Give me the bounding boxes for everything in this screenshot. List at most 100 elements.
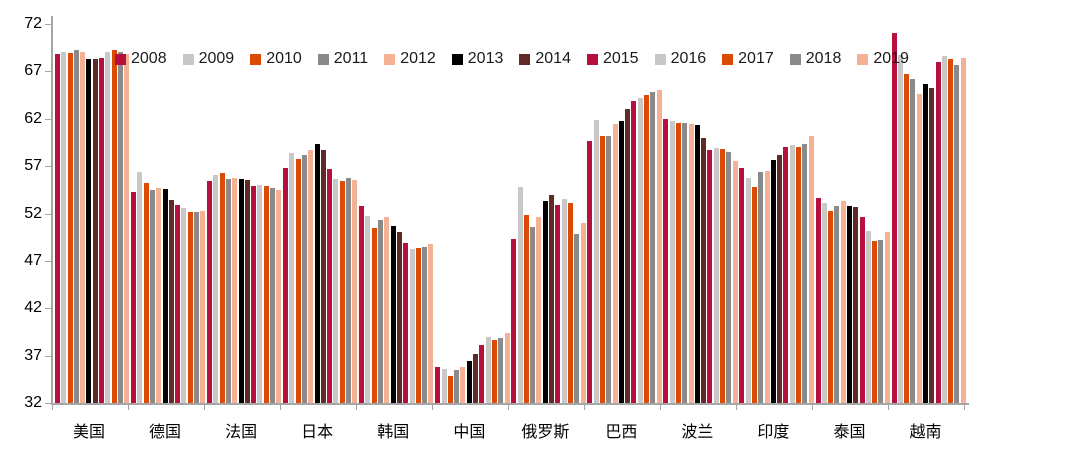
bar	[701, 137, 707, 403]
legend-swatch	[519, 53, 531, 65]
bar-group-9	[739, 135, 814, 403]
legend-label: 2010	[266, 50, 302, 67]
legend-item: 2014	[519, 50, 571, 68]
bar	[441, 368, 447, 403]
x-category-label: 日本	[301, 424, 334, 441]
bar	[137, 171, 143, 403]
bar	[631, 100, 637, 403]
bar	[314, 144, 320, 403]
x-axis-line	[51, 403, 969, 405]
legend-item: 2015	[586, 50, 639, 68]
bar	[789, 145, 795, 403]
legend: 2008 2009 2010 2011 2012 2013 2014 2015 2016 2017…	[115, 50, 909, 68]
bar	[720, 149, 726, 403]
bar	[865, 230, 871, 403]
bar	[359, 205, 365, 403]
legend-swatch	[586, 53, 598, 65]
y-tick-label: 67	[24, 62, 42, 79]
x-category-label: 美国	[73, 424, 106, 441]
bar	[555, 205, 561, 403]
bar	[511, 239, 517, 403]
legend-label: 2014	[535, 50, 571, 67]
legend-item: 2016	[654, 50, 706, 68]
legend-swatch	[250, 53, 262, 65]
bar	[523, 215, 529, 403]
bar	[530, 226, 536, 403]
bar	[295, 158, 301, 403]
legend-item: 2018	[789, 50, 841, 68]
bar	[859, 217, 865, 403]
legend-label: 2008	[131, 50, 167, 67]
bar	[587, 140, 593, 403]
bar	[872, 241, 878, 403]
bar	[637, 97, 643, 403]
bar	[536, 217, 542, 403]
y-tick-mark	[45, 214, 51, 215]
bar	[244, 180, 250, 403]
bar	[207, 181, 213, 403]
bar	[682, 122, 688, 403]
bar	[694, 125, 700, 403]
bar	[371, 227, 377, 403]
bar	[447, 375, 453, 403]
bar	[954, 64, 960, 403]
bar	[707, 150, 713, 403]
bar	[67, 53, 73, 403]
x-tick-mark	[964, 405, 966, 410]
bar	[428, 243, 434, 403]
bar	[55, 54, 60, 403]
x-tick-mark	[888, 405, 889, 410]
bar	[758, 171, 764, 403]
legend-item: 2009	[182, 50, 235, 68]
bar	[922, 83, 928, 403]
bar	[713, 148, 719, 403]
y-tick-label: 57	[24, 157, 42, 174]
bar-group-6	[511, 187, 586, 403]
bar	[270, 187, 276, 403]
bar	[853, 206, 859, 403]
bar	[663, 118, 669, 403]
x-tick-mark	[279, 405, 281, 410]
bar	[764, 170, 770, 403]
bar	[929, 88, 935, 403]
bar	[815, 198, 821, 403]
bar	[504, 332, 510, 403]
legend-item: 2017	[722, 50, 774, 68]
bar	[238, 179, 244, 403]
bar	[739, 168, 745, 403]
y-tick-label: 47	[24, 252, 42, 269]
legend-swatch	[384, 53, 396, 65]
legend-swatch	[317, 53, 329, 65]
bar-group-5	[435, 332, 510, 403]
bar	[675, 122, 681, 403]
bar	[561, 199, 567, 403]
bar	[612, 124, 618, 403]
y-tick-label: 52	[24, 205, 42, 222]
bar	[644, 95, 650, 403]
legend-label: 2013	[467, 50, 504, 67]
bar	[352, 180, 358, 403]
x-category-label: 德国	[149, 424, 182, 441]
bar	[751, 187, 757, 403]
y-tick-label: 37	[24, 347, 42, 364]
legend-label: 2011	[333, 50, 369, 67]
bar	[485, 336, 491, 403]
bar	[384, 217, 390, 403]
bar	[777, 154, 783, 403]
bar	[916, 94, 922, 403]
y-tick-mark	[45, 403, 51, 404]
legend-label: 2015	[602, 50, 639, 67]
y-tick-mark	[45, 71, 51, 72]
bar	[422, 246, 428, 403]
bar	[301, 154, 307, 403]
bar	[162, 188, 168, 403]
bar	[517, 187, 523, 403]
bar	[339, 181, 345, 403]
x-tick-mark	[431, 405, 433, 410]
legend-label: 2009	[198, 50, 235, 67]
x-category-label: 中国	[453, 424, 486, 441]
legend-label: 2019	[873, 50, 909, 67]
x-tick-mark	[812, 405, 813, 410]
legend-item: 2019	[857, 50, 909, 68]
